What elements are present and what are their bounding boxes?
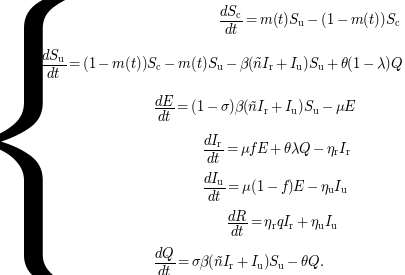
Text: $\dfrac{dQ}{dt} = \sigma\beta(\tilde{n}I_{\mathrm{r}} + I_{\mathrm{u}})S_{\mathr: $\dfrac{dQ}{dt} = \sigma\beta(\tilde{n}I… [154,245,324,275]
Text: $\{$: $\{$ [0,0,80,275]
Text: $\dfrac{dE}{dt} = (1-\sigma)\beta(\tilde{n}I_{\mathrm{r}} + I_{\mathrm{u}})S_{\m: $\dfrac{dE}{dt} = (1-\sigma)\beta(\tilde… [154,93,356,124]
Text: $\dfrac{dI_{\mathrm{r}}}{dt} = \mu f E + \theta\lambda Q - \eta_{\mathrm{r}}I_{\: $\dfrac{dI_{\mathrm{r}}}{dt} = \mu f E +… [202,133,350,166]
Text: $\dfrac{dS_{\mathrm{c}}}{dt} = m(t)S_{\mathrm{u}} - (1 - m(t))S_{\mathrm{c}}$: $\dfrac{dS_{\mathrm{c}}}{dt} = m(t)S_{\m… [219,4,400,37]
Text: $\dfrac{dR}{dt} = \eta_{\mathrm{r}}qI_{\mathrm{r}} + \eta_{\mathrm{u}}I_{\mathrm: $\dfrac{dR}{dt} = \eta_{\mathrm{r}}qI_{\… [227,209,338,240]
Text: $\dfrac{dI_{\mathrm{u}}}{dt} = \mu(1-f)E - \eta_{\mathrm{u}}I_{\mathrm{u}}$: $\dfrac{dI_{\mathrm{u}}}{dt} = \mu(1-f)E… [202,170,347,204]
Text: $\dfrac{dS_{\mathrm{u}}}{dt} = (1 - m(t))S_{\mathrm{c}} - m(t)S_{\mathrm{u}} - \: $\dfrac{dS_{\mathrm{u}}}{dt} = (1 - m(t)… [40,48,402,81]
